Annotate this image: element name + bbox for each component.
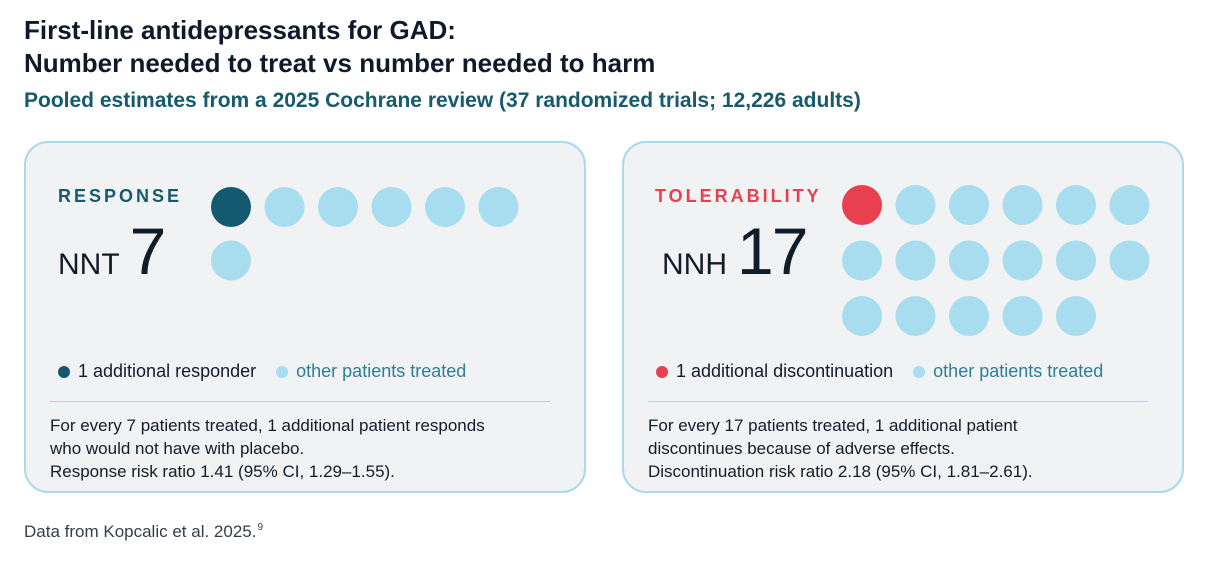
tolerability-panel: TOLERABILITY NNH 17 1 additional disconti… [622,141,1184,493]
source-reference: 9 [257,522,264,534]
patient-dot [1056,296,1096,336]
source-text: Data from Kopcalic et al. 2025. [24,522,257,541]
patient-dot [1109,185,1150,225]
chart-subtitle: Pooled estimates from a 2025 Cochrane re… [24,89,861,112]
title-line-1: First-line antidepressants for GAD: [24,15,456,45]
nnh-stat: NNH 17 [662,213,808,289]
title-line-2: Number needed to treat vs number needed … [24,48,656,78]
patient-dot [895,240,936,281]
legend-item-other: other patients treated [913,361,1103,382]
patient-dot [842,240,882,281]
response-legend: 1 additional responder other patients tr… [58,361,486,382]
other-dot-icon [913,365,926,378]
note-line: Discontinuation risk ratio 2.18 (95% CI,… [648,462,1033,481]
nnt-value: 7 [129,214,167,288]
legend-label-responder: 1 additional responder [78,361,257,381]
nnt-stat: NNT 7 [58,213,167,289]
response-panel: RESPONSE NNT 7 1 additional responder oth… [24,141,586,493]
nnh-abbr: NNH [662,248,727,281]
note-line: Response risk ratio 1.41 (95% CI, 1.29–1… [50,462,395,481]
chart-title: First-line antidepressants for GAD: Numb… [24,14,655,80]
patient-dot [895,296,936,336]
patient-dot [264,187,305,227]
legend-item-other: other patients treated [276,361,466,382]
tolerability-legend: 1 additional discontinuation other patie… [656,361,1123,382]
response-label: RESPONSE [58,186,183,206]
patient-dot [842,296,882,336]
patient-dot [211,240,251,281]
responder-dot-icon [58,365,70,378]
tolerability-icon-array [624,143,1182,363]
note-line: For every 17 patients treated, 1 additio… [648,416,1018,435]
response-note: For every 7 patients treated, 1 addition… [50,414,570,483]
patient-dot [1002,296,1043,336]
patient-dot [1056,240,1096,281]
patient-dot [1002,240,1043,281]
discontinuation-dot-icon [656,365,668,378]
legend-item-discontinuation: 1 additional discontinuation [656,361,893,382]
patient-dot [1056,185,1096,225]
legend-label-other: other patients treated [933,361,1104,381]
highlighted-patient-dot [211,187,251,227]
source-note: Data from Kopcalic et al. 2025.9 [24,522,263,542]
patient-dot [1109,240,1150,281]
patient-dot [425,187,465,227]
nnh-value: 17 [737,214,808,288]
patient-dot [949,185,989,225]
legend-label-other: other patients treated [296,361,467,381]
patient-dot [478,187,519,227]
patient-dot [371,187,412,227]
nnt-abbr: NNT [58,248,120,281]
response-icon-array [26,143,584,363]
legend-label-discontinuation: 1 additional discontinuation [676,361,894,381]
patient-dot [1002,185,1043,225]
other-dot-icon [276,365,289,378]
patient-dot [949,296,989,336]
tolerability-note: For every 17 patients treated, 1 additio… [648,414,1168,483]
note-line: who would not have with placebo. [50,439,305,458]
note-line: For every 7 patients treated, 1 addition… [50,416,485,435]
legend-item-responder: 1 additional responder [58,361,256,382]
highlighted-patient-dot [842,185,882,225]
patient-dot [895,185,936,225]
tolerability-label: TOLERABILITY [655,186,822,206]
patient-dot [318,187,358,227]
patient-dot [949,240,989,281]
note-line: discontinues because of adverse effects. [648,439,955,458]
divider [50,401,550,402]
divider [648,401,1148,402]
